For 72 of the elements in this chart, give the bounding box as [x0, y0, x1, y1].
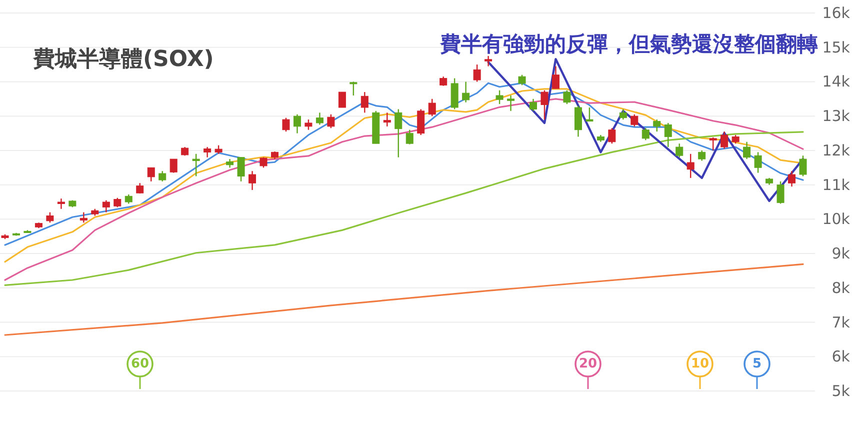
- candlestick: [57, 198, 65, 210]
- candlestick: [136, 182, 144, 194]
- candlestick: [394, 108, 402, 158]
- candlestick: [170, 158, 178, 174]
- candlestick: [417, 108, 425, 136]
- candlestick: [496, 90, 504, 105]
- candlestick: [518, 74, 526, 86]
- candlestick: [124, 194, 132, 204]
- candlestick: [462, 81, 470, 103]
- candlestick: [428, 98, 436, 117]
- candlestick: [552, 66, 560, 90]
- candlestick: [192, 153, 200, 177]
- candlestick: [304, 118, 312, 130]
- candlestick: [676, 142, 684, 158]
- y-tick-label: 11k: [822, 176, 850, 194]
- candlestick: [698, 150, 706, 162]
- candlestick: [440, 76, 448, 86]
- candlestick: [102, 200, 110, 213]
- annotation: 費半有強勁的反彈，但氣勢還沒整個翻轉: [439, 32, 818, 56]
- candlestick: [563, 90, 571, 105]
- candlestick: [709, 136, 717, 152]
- y-tick-label: 6k: [832, 348, 850, 366]
- candlestick: [653, 118, 661, 132]
- candlestick: [642, 128, 650, 141]
- candlestick: [282, 117, 290, 132]
- candlestick: [799, 155, 807, 177]
- candlestick: [248, 170, 256, 191]
- y-tick-label: 15k: [822, 38, 850, 56]
- candlestick: [586, 106, 594, 122]
- candlestick: [484, 55, 492, 67]
- candlestick: [350, 81, 358, 96]
- y-tick-label: 10k: [822, 210, 850, 228]
- candlestick: [630, 114, 638, 127]
- candlestick: [360, 91, 368, 114]
- candlestick: [686, 153, 694, 179]
- candlestick: [327, 114, 335, 129]
- candlestick: [80, 212, 88, 224]
- line-series: [4, 263, 804, 336]
- candlestick: [743, 141, 751, 160]
- candlestick: [473, 64, 481, 82]
- candlestick: [664, 122, 672, 148]
- y-tick-label: 8k: [832, 278, 850, 297]
- candlestick: [788, 170, 796, 188]
- candlestick: [383, 112, 391, 127]
- y-tick-label: 13k: [822, 107, 850, 126]
- y-tick-label: 12k: [822, 141, 850, 160]
- candlestick: [540, 90, 548, 120]
- text: 費城半導體(SOX): [32, 46, 214, 72]
- candlestick: [530, 98, 538, 112]
- candlestick: [204, 146, 212, 158]
- y-tick-label: 14k: [822, 72, 850, 91]
- candlestick: [608, 128, 616, 144]
- candlestick: [114, 197, 122, 208]
- candlestick: [237, 156, 245, 182]
- candlestick: [338, 91, 346, 108]
- candlestick: [776, 180, 784, 204]
- candlestick: [720, 130, 728, 150]
- y-tick-label: 7k: [832, 313, 850, 332]
- candlestick: [574, 105, 582, 138]
- candlestick: [507, 94, 515, 112]
- candlestick: [406, 129, 414, 145]
- line-series: [4, 131, 804, 286]
- candlestick: [293, 114, 301, 134]
- candlestick: [158, 170, 166, 182]
- y-tick-label: 9k: [832, 244, 850, 263]
- candlestick: [619, 108, 627, 120]
- candlestick: [754, 152, 762, 174]
- candlestick: [46, 212, 54, 224]
- candlestick: [316, 112, 324, 126]
- y-tick-label: 16k: [822, 4, 850, 22]
- candlestick: [147, 167, 155, 182]
- y-tick-label: 5k: [832, 382, 850, 400]
